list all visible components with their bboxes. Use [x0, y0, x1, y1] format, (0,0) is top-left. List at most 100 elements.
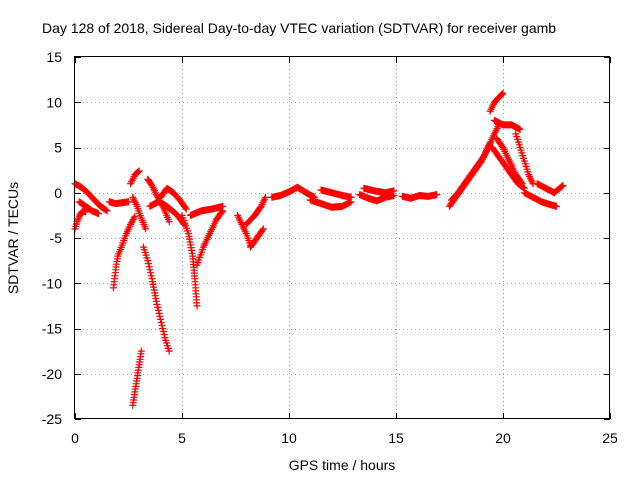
data-point: [160, 331, 168, 338]
data-point: [157, 319, 165, 326]
series-arc04: [105, 198, 132, 208]
series-arc31: [512, 130, 537, 188]
y-tick-label: -25: [42, 411, 62, 427]
data-point: [155, 309, 163, 317]
data-point: [518, 180, 526, 188]
x-axis-ticks: 0 5 10 15 20 25: [71, 57, 618, 446]
data-point: [128, 219, 135, 227]
data-point: [499, 89, 507, 97]
data-point: [103, 207, 111, 215]
data-point: [553, 202, 560, 210]
data-point: [125, 198, 132, 206]
series-arc14: [193, 207, 227, 269]
data-point: [182, 205, 190, 213]
series-arc09: [140, 243, 173, 355]
data-point: [165, 347, 173, 355]
x-tick-label: 15: [388, 430, 404, 446]
x-axis-label: GPS time / hours: [289, 457, 396, 473]
x-tick-label: 0: [71, 430, 79, 446]
data-point: [159, 325, 167, 332]
y-tick-label: 15: [46, 49, 62, 65]
data-point: [144, 257, 152, 265]
data-point: [517, 178, 525, 186]
y-tick-label: 10: [46, 94, 62, 110]
data-point: [258, 226, 266, 234]
data-point: [145, 263, 153, 271]
y-tick-label: 5: [54, 140, 62, 156]
data-point: [157, 315, 165, 323]
series-arc19: [268, 183, 319, 201]
data-point: [165, 218, 173, 226]
series-arc07: [129, 193, 150, 233]
x-tick-label: 25: [602, 430, 618, 446]
series-arc12: [157, 184, 190, 213]
data-point: [390, 187, 398, 195]
series-arc21: [317, 186, 355, 201]
plot-frame: [74, 56, 610, 419]
data-point: [142, 225, 150, 233]
data-point: [559, 182, 567, 189]
data-point: [433, 191, 441, 199]
data-point: [134, 169, 141, 176]
data-point: [95, 210, 102, 218]
data-point: [147, 269, 155, 277]
chart-title: Day 128 of 2018, Sidereal Day-to-day VTE…: [42, 20, 556, 36]
series-arc03: [75, 198, 102, 218]
data-point: [155, 306, 162, 314]
y-tick-label: -10: [42, 275, 62, 291]
data-point: [130, 214, 138, 222]
data-point: [193, 302, 201, 310]
series-arc18: [247, 225, 267, 251]
data-point: [152, 297, 160, 305]
data-point: [181, 204, 189, 212]
data-point: [259, 225, 267, 233]
x-tick-label: 20: [495, 430, 511, 446]
series-arc33: [533, 180, 567, 197]
data-point: [160, 328, 167, 335]
y-axis-ticks: -25 -20 -15 -10 -5 0 5 10 15: [42, 49, 610, 427]
series-arc15: [187, 202, 227, 219]
series-arc23: [360, 184, 398, 197]
data-point: [154, 303, 162, 311]
series-arc27: [486, 89, 507, 115]
data-point: [498, 90, 506, 98]
data-point: [558, 182, 566, 190]
series-arc17: [242, 193, 269, 228]
data-point: [158, 322, 166, 329]
y-axis-label: SDTVAR / TECUs: [5, 182, 21, 294]
y-tick-label: -20: [42, 366, 62, 382]
y-tick-label: 0: [54, 185, 62, 201]
data-point: [256, 204, 264, 212]
data-point: [135, 167, 143, 175]
grid-lines: [75, 57, 610, 419]
series-arc26: [448, 139, 494, 204]
data-point: [262, 193, 269, 201]
x-tick-label: 10: [281, 430, 297, 446]
x-tick-label: 5: [178, 430, 186, 446]
data-point: [102, 206, 110, 214]
series-arc01: [71, 207, 90, 233]
data-point: [128, 217, 136, 225]
data-point: [146, 266, 154, 274]
data-point: [156, 312, 164, 320]
y-tick-label: -15: [42, 321, 62, 337]
data-point: [129, 216, 137, 223]
data-point: [137, 347, 145, 355]
series-arc08: [129, 347, 145, 409]
data-point: [219, 202, 227, 210]
series-arc32: [520, 189, 560, 210]
data-points: [71, 89, 567, 409]
data-point: [147, 272, 155, 280]
series-arc30: [493, 134, 526, 188]
data-point: [153, 300, 161, 308]
y-tick-label: -5: [50, 230, 63, 246]
data-point: [516, 125, 524, 133]
data-point: [145, 260, 152, 268]
data-point: [347, 193, 355, 201]
series-arc24: [398, 191, 441, 202]
series-arc28: [490, 116, 524, 133]
data-point: [147, 180, 155, 188]
series-arc20: [306, 196, 355, 211]
data-point: [134, 168, 142, 176]
